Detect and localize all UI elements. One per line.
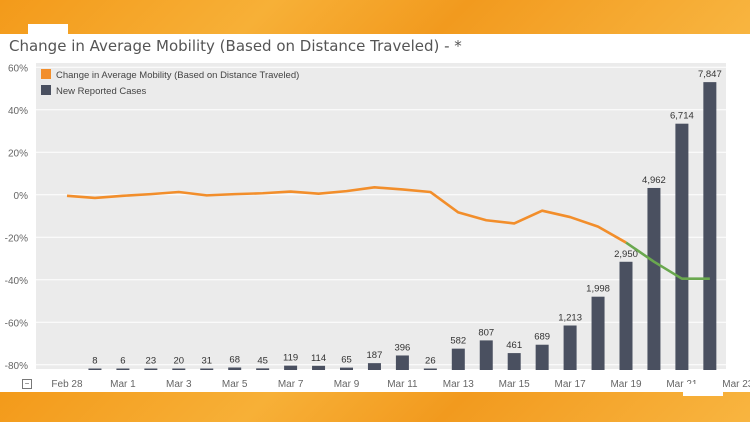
case-bar-label: 20 xyxy=(174,356,185,367)
case-bar-label: 396 xyxy=(394,342,410,353)
case-bar xyxy=(228,367,242,370)
footer-notch xyxy=(683,384,723,396)
x-tick-label: Mar 21 xyxy=(666,379,698,390)
case-bar-label: 6,714 xyxy=(670,111,694,122)
case-bar xyxy=(88,368,102,370)
case-bar xyxy=(479,340,493,370)
x-tick-label: Mar 1 xyxy=(110,379,136,390)
case-bar-label: 689 xyxy=(534,332,550,343)
header-notch xyxy=(28,24,68,34)
x-tick-label: Mar 23 xyxy=(722,379,750,390)
x-tick-label: Mar 7 xyxy=(278,379,304,390)
x-tick-label: Mar 13 xyxy=(443,379,475,390)
x-tick-label: Mar 11 xyxy=(387,379,418,390)
legend-swatch xyxy=(41,69,51,79)
y-tick-label: -60% xyxy=(5,318,28,329)
collapse-icon[interactable]: − xyxy=(22,379,32,389)
case-bar xyxy=(284,365,298,370)
case-bar xyxy=(200,368,214,370)
mobility-line-trend xyxy=(625,241,710,280)
case-bar xyxy=(312,365,326,370)
x-tick-label: Mar 17 xyxy=(555,379,587,390)
case-bar xyxy=(256,368,270,370)
case-bar xyxy=(395,355,409,370)
case-bar-label: 68 xyxy=(229,355,240,366)
plot-area xyxy=(36,63,726,369)
x-tick-label: Mar 19 xyxy=(610,379,642,390)
case-bar-label: 8 xyxy=(92,356,97,367)
x-tick-label: Mar 15 xyxy=(499,379,531,390)
x-tick-label: Mar 9 xyxy=(334,379,360,390)
y-tick-label: -80% xyxy=(5,361,28,372)
case-bar-label: 187 xyxy=(367,350,383,361)
mobility-cases-chart: 60% 40% 20% 0% -20% -40% -60% -80% 8 6 23 20 31 68 45 1… xyxy=(5,63,750,390)
y-tick-label: 40% xyxy=(8,106,28,117)
case-bar-label: 582 xyxy=(450,336,466,347)
case-bar-label: 2,950 xyxy=(614,249,638,260)
case-bar-label: 45 xyxy=(257,355,268,366)
case-bar xyxy=(647,187,661,370)
case-bar xyxy=(451,348,465,370)
case-bar-label: 26 xyxy=(425,356,436,367)
case-bar-label: 461 xyxy=(506,340,522,351)
case-bar xyxy=(367,363,381,370)
y-tick-label: 0% xyxy=(14,191,29,202)
x-tick-label: Mar 3 xyxy=(166,379,192,390)
y-tick-label: -20% xyxy=(5,233,28,244)
case-bar-label: 31 xyxy=(201,356,212,367)
case-bar xyxy=(703,82,717,370)
y-tick-label: -40% xyxy=(5,276,28,287)
case-bar xyxy=(340,367,353,370)
case-bar-label: 6 xyxy=(120,356,125,367)
header-band xyxy=(0,0,750,34)
case-bar-label: 1,998 xyxy=(586,284,610,295)
legend-swatch xyxy=(41,85,51,95)
case-bar-label: 807 xyxy=(478,327,494,338)
case-bar xyxy=(172,368,186,370)
case-bar-label: 65 xyxy=(341,355,352,366)
case-bar xyxy=(507,353,521,370)
case-bar xyxy=(619,261,633,370)
case-bar xyxy=(144,368,158,370)
case-bar-label: 114 xyxy=(311,353,326,364)
case-bar-label: 4,962 xyxy=(642,175,666,186)
case-bar-label: 119 xyxy=(283,353,298,364)
case-bar xyxy=(116,368,130,370)
legend-label: Change in Average Mobility (Based on Dis… xyxy=(56,70,299,81)
case-bar xyxy=(535,344,549,370)
y-tick-label: 60% xyxy=(8,63,28,74)
mobility-line xyxy=(66,186,627,244)
legend-label: New Reported Cases xyxy=(56,86,147,97)
case-bar xyxy=(563,325,577,370)
chart-title: Change in Average Mobility (Based on Dis… xyxy=(9,37,462,55)
case-bar-label: 7,847 xyxy=(698,69,722,80)
x-tick-label: Mar 5 xyxy=(222,379,248,390)
case-bar-label: 1,213 xyxy=(558,312,582,323)
case-bar xyxy=(675,123,689,370)
case-bar-label: 23 xyxy=(146,356,157,367)
y-tick-label: 20% xyxy=(8,148,28,159)
x-tick-label: Feb 28 xyxy=(51,379,83,390)
case-bar xyxy=(591,296,605,370)
footer-band xyxy=(0,392,750,422)
case-bar xyxy=(423,368,437,370)
